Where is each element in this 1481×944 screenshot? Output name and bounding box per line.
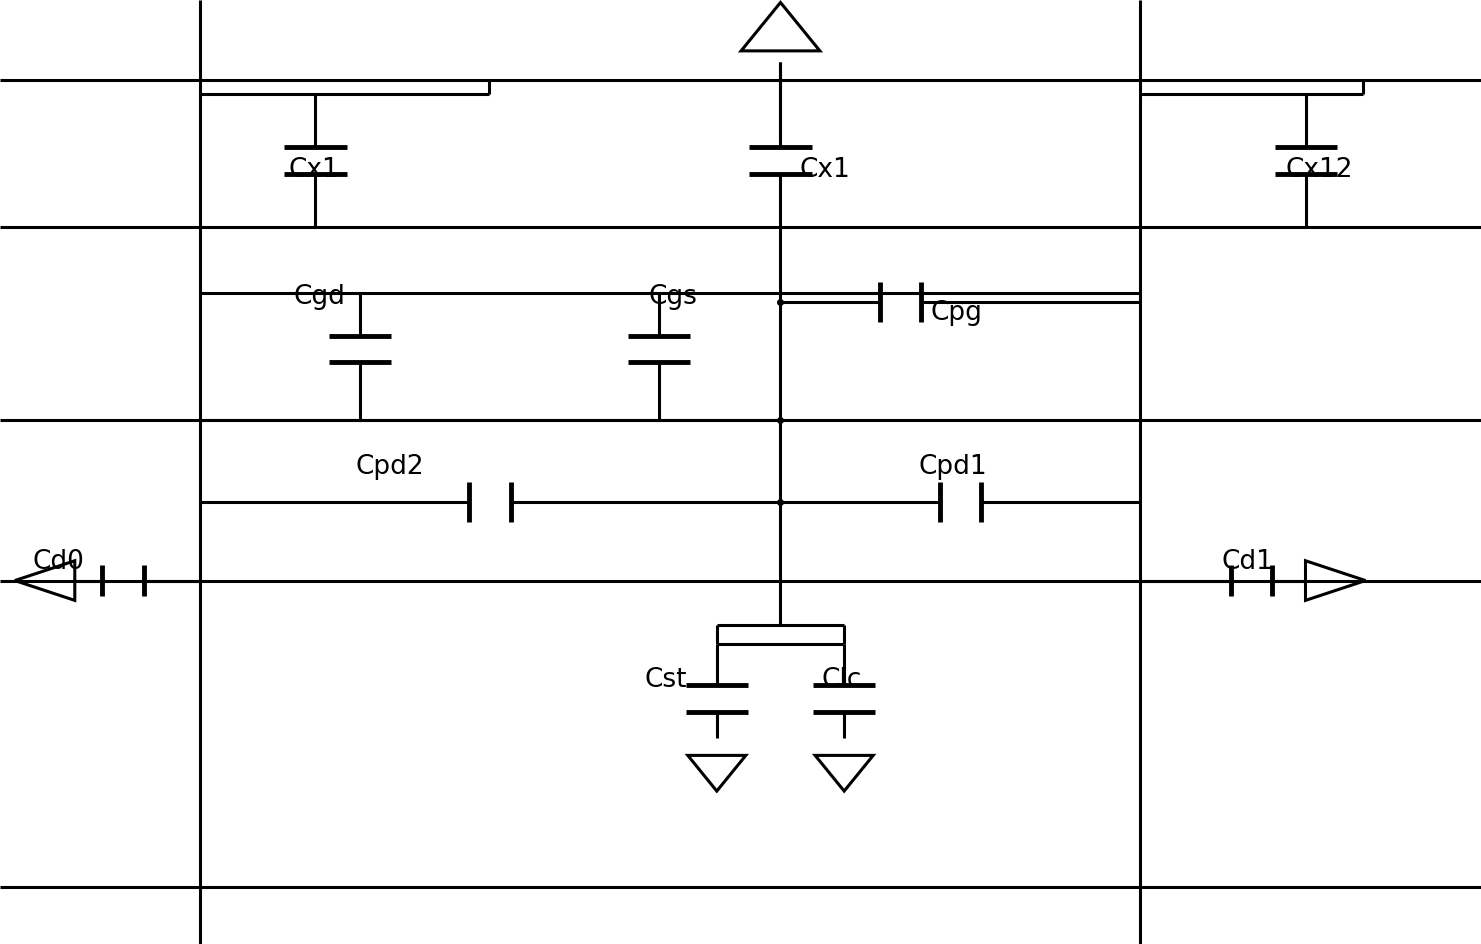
Text: Cgs: Cgs [649,284,698,311]
Text: Cpd2: Cpd2 [355,454,424,480]
Text: Cd0: Cd0 [33,548,84,575]
Text: Cx12: Cx12 [1286,157,1354,183]
Text: Clc: Clc [822,666,862,693]
Text: Cgd: Cgd [293,284,345,311]
Text: Cpg: Cpg [930,300,982,327]
Text: Cd1: Cd1 [1222,548,1274,575]
Text: Cx1: Cx1 [289,157,339,183]
Text: Cst: Cst [644,666,687,693]
Text: Cpd1: Cpd1 [918,454,986,480]
Text: Cx1: Cx1 [800,157,850,183]
